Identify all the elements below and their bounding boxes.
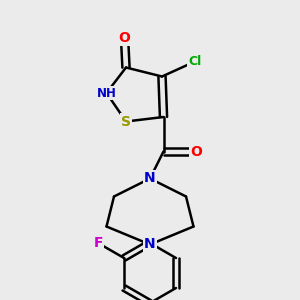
Text: Cl: Cl [188,55,202,68]
Text: NH: NH [97,86,116,100]
Text: F: F [93,236,103,250]
Text: S: S [121,115,131,128]
Text: N: N [144,238,156,251]
Text: N: N [144,172,156,185]
Text: O: O [190,145,202,158]
Text: O: O [118,31,130,44]
